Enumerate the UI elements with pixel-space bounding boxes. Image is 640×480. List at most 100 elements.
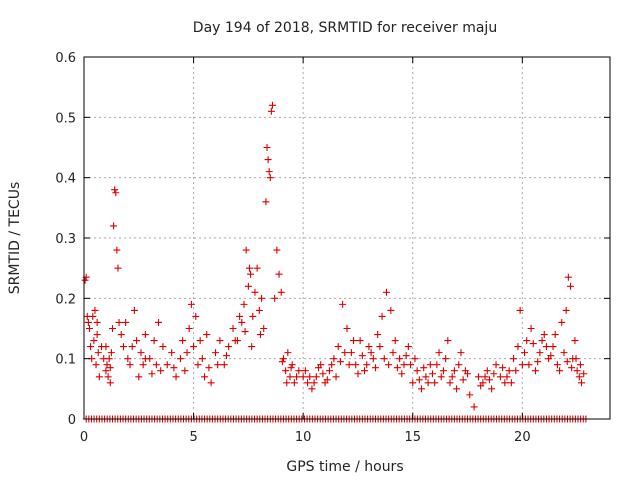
data-point <box>216 337 224 345</box>
data-point <box>135 373 143 381</box>
data-point <box>141 331 149 339</box>
data-point <box>293 373 301 381</box>
data-point <box>93 318 101 326</box>
data-point <box>464 370 472 378</box>
data-point <box>105 355 113 363</box>
data-point <box>393 364 401 372</box>
data-point <box>103 361 111 369</box>
data-point <box>536 349 544 357</box>
data-point <box>249 312 257 320</box>
data-point <box>185 325 193 332</box>
data-points <box>81 101 590 423</box>
data-point <box>540 331 548 339</box>
data-point <box>157 367 165 375</box>
x-tick-label: 20 <box>514 430 531 445</box>
data-point <box>523 337 531 345</box>
data-point <box>179 337 187 345</box>
data-point <box>510 355 518 363</box>
data-point <box>310 379 318 387</box>
data-point <box>490 370 498 378</box>
data-point <box>514 343 522 351</box>
data-point <box>420 364 428 372</box>
data-point <box>278 358 286 366</box>
data-point <box>284 349 292 357</box>
data-point <box>512 367 520 375</box>
data-point <box>483 367 491 375</box>
data-point <box>415 376 423 384</box>
y-axis-label: SRMTID / TECUs <box>7 182 23 295</box>
data-point <box>150 337 158 345</box>
data-point <box>258 294 266 302</box>
data-point <box>192 312 200 320</box>
data-point <box>265 168 273 176</box>
data-point <box>371 364 379 372</box>
data-point <box>466 391 474 399</box>
data-point <box>389 349 397 357</box>
data-point <box>343 325 351 332</box>
x-tick-label: 0 <box>80 430 88 445</box>
data-point <box>387 306 395 314</box>
data-point <box>159 343 167 351</box>
data-point <box>350 337 358 345</box>
data-point <box>446 379 454 387</box>
data-point <box>376 343 384 351</box>
data-point <box>107 349 115 357</box>
data-point <box>328 361 336 369</box>
data-point <box>247 270 255 278</box>
data-point <box>190 343 198 351</box>
data-point <box>124 355 132 363</box>
data-point <box>255 306 263 314</box>
data-point <box>152 361 160 369</box>
data-point <box>332 373 340 381</box>
data-point <box>90 337 98 345</box>
data-point <box>183 349 191 357</box>
data-point <box>400 361 408 369</box>
data-point <box>407 361 415 369</box>
data-point <box>266 174 274 182</box>
data-point <box>354 370 362 378</box>
y-tick-label: 0.3 <box>55 232 76 247</box>
data-point <box>396 355 404 363</box>
data-point <box>398 370 406 378</box>
data-point <box>240 300 248 308</box>
data-point <box>361 367 369 375</box>
data-point <box>411 355 419 363</box>
data-point <box>248 343 256 351</box>
data-point <box>448 373 456 381</box>
y-tick-label: 0.6 <box>55 51 76 66</box>
y-tick-label: 0.1 <box>55 353 76 368</box>
data-point <box>339 300 347 308</box>
data-point <box>113 246 121 254</box>
data-point <box>319 370 327 378</box>
data-point <box>527 325 535 332</box>
data-point <box>95 373 103 381</box>
data-point <box>315 364 323 372</box>
data-point <box>194 361 202 369</box>
data-point <box>334 343 342 351</box>
data-point <box>283 379 291 387</box>
data-point <box>382 288 390 296</box>
data-point <box>547 352 555 360</box>
data-point <box>198 355 206 363</box>
data-point <box>267 107 275 115</box>
data-point <box>268 101 276 109</box>
data-point <box>170 364 178 372</box>
data-point <box>475 373 482 381</box>
data-point <box>163 361 171 369</box>
data-point <box>505 367 513 375</box>
data-point <box>308 385 316 393</box>
data-point <box>573 367 581 375</box>
data-point <box>94 349 102 357</box>
data-point <box>155 318 163 326</box>
data-point <box>102 343 110 351</box>
data-point <box>168 349 176 357</box>
data-point <box>330 355 338 363</box>
data-point <box>352 361 360 369</box>
data-point <box>187 300 195 308</box>
data-point <box>521 349 529 357</box>
data-point <box>85 325 93 332</box>
data-point <box>295 367 303 375</box>
y-tick-label: 0.2 <box>55 292 76 307</box>
data-point <box>251 288 259 296</box>
axis-ticks: 0 0.1 0.2 0.3 0.4 0.5 0.6 0 5 10 15 20 <box>55 51 610 445</box>
